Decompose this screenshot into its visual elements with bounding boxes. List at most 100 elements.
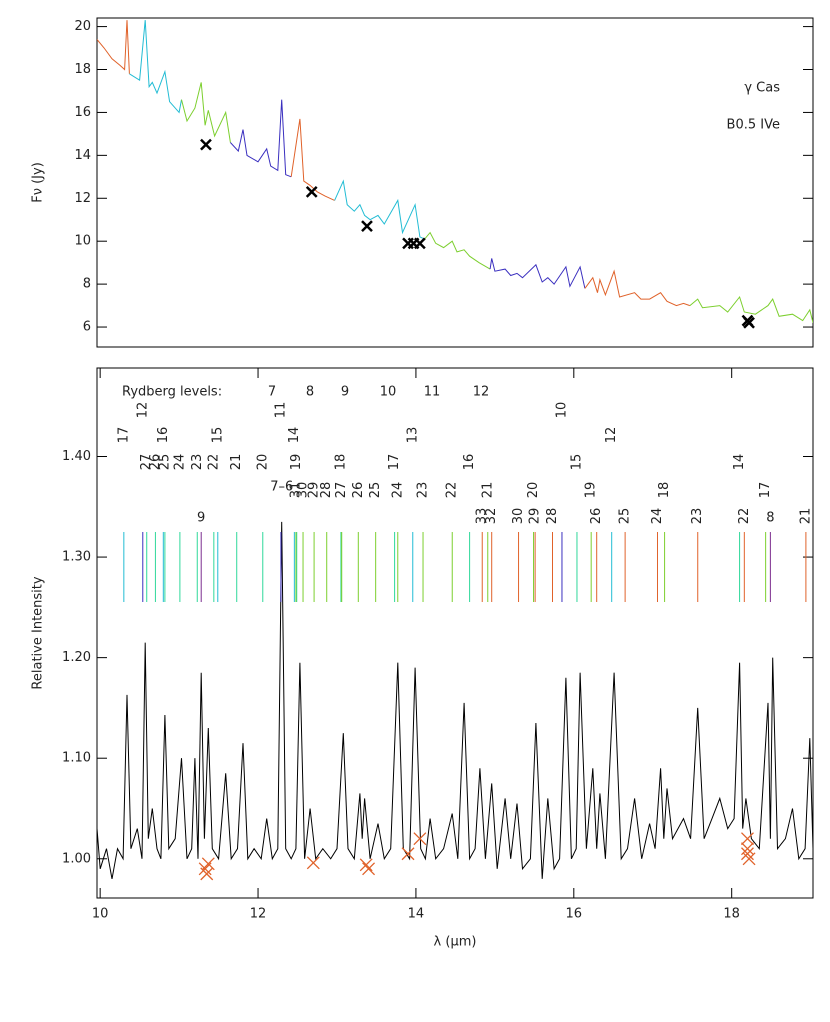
cross-marker (413, 832, 427, 846)
line-id-label: 21 (229, 454, 244, 471)
spectrum-line (334, 179, 425, 240)
line-id-label: 8 (766, 511, 774, 526)
y-axis-label: Fν (Jy) (31, 162, 46, 203)
y-tick-label: 20 (74, 19, 91, 34)
line-id-label: 24 (390, 482, 405, 499)
line-id-label: 28 (545, 508, 560, 525)
cross-marker (742, 852, 756, 866)
line-id-label: 24 (650, 508, 665, 525)
spectrum-line (97, 521, 813, 879)
line-id-label: 23 (190, 454, 205, 471)
line-id-label: 20 (526, 482, 541, 499)
line-id-label: 32 (484, 508, 499, 525)
line-id-label: 9 (197, 511, 205, 526)
y-tick-label: 6 (83, 320, 91, 335)
y-tick-label: 18 (74, 62, 91, 77)
line-id-label: 21 (480, 482, 495, 499)
line-id-label: 15 (210, 427, 225, 444)
top-frame (96, 17, 814, 348)
line-id-label: 25 (618, 508, 633, 525)
line-id-label: 30 (296, 482, 311, 499)
cross-marker (743, 316, 755, 329)
line-id-label: 26 (351, 482, 366, 499)
y-tick-label: 1.10 (62, 751, 91, 766)
line-id-label: 16 (462, 454, 477, 471)
y-tick-label: 8 (83, 277, 91, 292)
line-id-label: 19 (289, 454, 304, 471)
x-tick-label: 18 (723, 907, 740, 922)
cross-marker (361, 220, 373, 233)
cross-marker (306, 856, 320, 870)
line-id-label: 15 (569, 454, 584, 471)
legend-entry: 10 (380, 385, 397, 400)
line-id-label: 16 (156, 427, 171, 444)
cross-marker (200, 138, 212, 151)
y-tick-label: 1.40 (62, 449, 91, 464)
line-id-label: 12 (604, 427, 619, 444)
line-id-label: 19 (584, 482, 599, 499)
y-tick-label: 1.20 (62, 650, 91, 665)
line-id-label: 25 (368, 482, 383, 499)
line-id-label: 18 (333, 454, 348, 471)
y-tick-label: 14 (74, 148, 91, 163)
cross-marker (413, 237, 426, 250)
y-tick-label: 10 (74, 234, 91, 249)
line-id-label: 29 (307, 482, 322, 499)
line-id-label: 21 (798, 508, 813, 525)
line-id-label: 22 (445, 482, 460, 499)
line-id-label: 26 (589, 508, 604, 525)
x-tick-label: 10 (92, 907, 109, 922)
line-id-label: 24 (172, 454, 187, 471)
legend-entry: 7 (268, 385, 276, 400)
spectrum-line (181, 82, 231, 143)
legend-title: Rydberg levels: (122, 385, 222, 400)
line-id-label: 17 (387, 454, 402, 471)
legend-entry: 12 (473, 385, 490, 400)
annotation: γ Cas (744, 81, 780, 96)
spectrum-line (424, 231, 491, 270)
y-tick-label: 1.00 (62, 851, 91, 866)
spectrum-line (129, 20, 182, 114)
line-id-label: 22 (206, 454, 221, 471)
line-id-label: 23 (416, 482, 431, 499)
line-id-label: 26 (148, 454, 163, 471)
legend-entry: 9 (341, 385, 349, 400)
line-id-label: 25 (157, 454, 172, 471)
line-id-label: 30 (511, 508, 526, 525)
line-id-label: 17 (116, 427, 131, 444)
line-id-label: 11 (273, 402, 288, 419)
line-id-label: 27 (139, 454, 154, 471)
legend-entry: 11 (424, 385, 441, 400)
line-id-label: 29 (528, 508, 543, 525)
x-tick-label: 14 (408, 907, 425, 922)
line-id-label: 18 (657, 482, 672, 499)
spectrum-line (97, 20, 130, 74)
y-tick-label: 16 (74, 105, 91, 120)
line-id-label: 31 (288, 482, 303, 499)
line-id-label: 33 (475, 508, 490, 525)
y-axis-label: Relative Intensity (31, 576, 46, 689)
cross-marker (305, 185, 318, 198)
line-id-label: 14 (287, 427, 302, 444)
cross-marker (401, 847, 415, 861)
cross-marker (362, 862, 376, 876)
cross-marker (201, 857, 215, 871)
line-id-label: 27 (334, 482, 349, 499)
cross-marker (741, 832, 754, 846)
y-tick-label: 1.30 (62, 550, 91, 565)
cross-marker (359, 858, 373, 872)
spectrum-line (689, 295, 813, 323)
y-tick-label: 12 (74, 191, 91, 206)
cross-marker (741, 847, 754, 861)
x-tick-label: 16 (566, 907, 583, 922)
spectrum-line (290, 118, 335, 201)
line-id-label: 23 (690, 508, 705, 525)
annotation: B0.5 IVe (727, 118, 780, 133)
line-id-label: 14 (732, 454, 747, 471)
line-id-label: 17 (758, 482, 773, 499)
line-id-label: 28 (319, 482, 334, 499)
line-id-label: 22 (737, 508, 752, 525)
line-id-label: 7–6 (270, 480, 293, 495)
